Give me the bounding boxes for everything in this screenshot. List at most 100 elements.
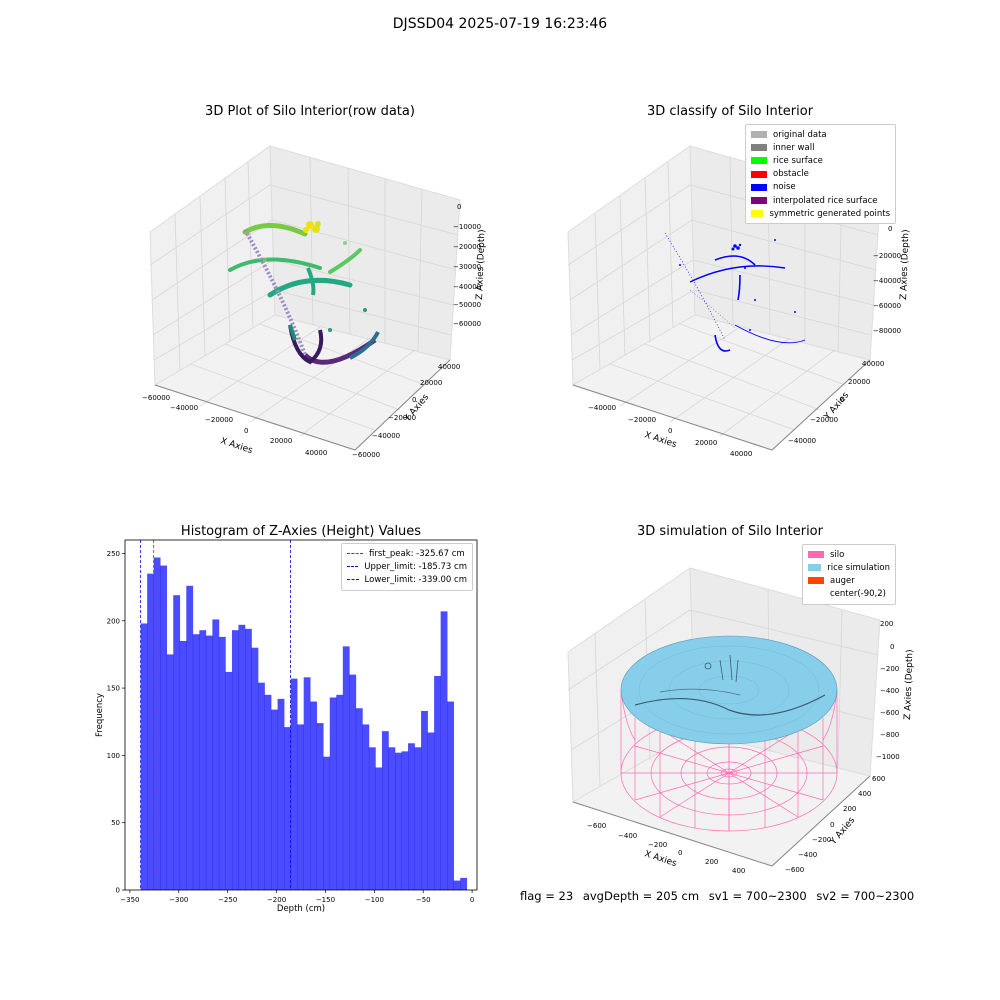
svg-text:−400: −400 (798, 851, 817, 859)
legend-swatch (751, 144, 767, 152)
x-tick-label: −50 (416, 896, 431, 904)
histogram-bar (362, 724, 370, 890)
simulation-zlabel: Z Axies (Depth) (903, 649, 915, 720)
histogram-bar (394, 752, 402, 890)
y-tick-label: 50 (111, 819, 120, 827)
histogram-bar (310, 701, 318, 890)
classify-3d-title: 3D classify of Silo Interior (646, 104, 814, 119)
legend-swatch (751, 157, 767, 165)
histogram-bar (160, 565, 168, 890)
sv1-value: sv1 = 700~2300 (708, 889, 807, 903)
legend-item: auger (808, 574, 890, 587)
classify-3d-panel: 3D classify of Silo Interior (540, 100, 920, 480)
svg-text:−60000: −60000 (352, 451, 380, 459)
classify-xticks: −40000 −20000 0 20000 40000 (588, 404, 752, 458)
simulation-xlabel: X Axies (643, 849, 678, 869)
legend-swatch (808, 591, 824, 598)
svg-text:40000: 40000 (305, 449, 327, 457)
sv2-value: sv2 = 700~2300 (816, 889, 915, 903)
status-footer: flag = 23 avgDepth = 205 cm sv1 = 700~23… (520, 889, 920, 903)
histogram-bar (316, 723, 324, 890)
histogram-bar (147, 573, 154, 890)
svg-text:−30000: −30000 (453, 263, 481, 271)
histogram-bar (218, 636, 226, 890)
svg-text:−20000: −20000 (628, 416, 656, 424)
histogram-bar (173, 595, 181, 890)
legend-item: Upper_limit: -185.73 cm (347, 560, 467, 573)
raw-symmetric-cluster (303, 221, 321, 233)
raw-xticks: −60000 −40000 −20000 0 20000 40000 (142, 394, 327, 457)
histogram-bar (440, 611, 448, 890)
histogram-bar (225, 671, 233, 890)
legend-swatch (808, 577, 824, 585)
rice-surface (620, 635, 838, 745)
legend-line (347, 553, 363, 555)
svg-text:0: 0 (457, 203, 461, 211)
figure-title: DJSSD04 2025-07-19 16:23:46 (392, 16, 608, 32)
histogram-bar (166, 654, 174, 890)
svg-text:−20000: −20000 (453, 243, 481, 251)
svg-text:20000: 20000 (270, 437, 292, 445)
simulation-3d-panel: 3D simulation of Silo Interior (540, 520, 920, 880)
histogram-bar (375, 767, 383, 890)
histogram-bar (290, 678, 298, 890)
simulation-yticks: −600 −400 −200 0 200 400 600 (785, 775, 885, 874)
svg-text:−1000: −1000 (876, 753, 900, 761)
histogram-bar (421, 710, 428, 890)
histogram-bar (212, 619, 220, 890)
svg-text:−600: −600 (785, 866, 804, 874)
histogram-bar (205, 635, 213, 890)
classify-zlabel: Z Axies (Depth) (899, 229, 911, 300)
histogram-bar (447, 701, 454, 890)
svg-text:40000: 40000 (862, 360, 884, 368)
legend-item: rice surface (751, 154, 890, 167)
legend-line (347, 579, 359, 581)
simulation-zticks: 200 0 −200 −400 −600 −800 −1000 (876, 620, 900, 761)
raw-zticks: 0 −10000 −20000 −30000 −40000 −50000 −60… (453, 203, 481, 328)
svg-text:−800: −800 (880, 731, 899, 739)
x-tick-label: −300 (169, 896, 188, 904)
svg-text:−40000: −40000 (453, 283, 481, 291)
legend-swatch (751, 131, 767, 139)
raw-zlabel: Z Axies (Depth) (475, 229, 487, 300)
svg-text:−20000: −20000 (205, 416, 233, 424)
classify-noise-cluster (679, 239, 796, 331)
legend-swatch (751, 197, 767, 205)
histogram-bar (231, 630, 239, 890)
svg-text:−200: −200 (648, 841, 667, 849)
histogram-frame (124, 539, 478, 891)
legend-item: noise (751, 181, 890, 194)
svg-text:0: 0 (890, 643, 894, 651)
x-tick-label: −200 (267, 896, 286, 904)
histogram-bar (186, 585, 194, 890)
histogram-bar (192, 634, 200, 890)
y-tick-label: 250 (107, 550, 120, 558)
legend-item: center(-90,2) (808, 588, 890, 601)
simulation-legend: silo rice simulation auger center(-90,2) (802, 544, 896, 605)
svg-text:−50000: −50000 (453, 301, 481, 309)
svg-text:200: 200 (705, 858, 718, 866)
histogram-bar (199, 630, 207, 890)
x-tick-label: −100 (365, 896, 384, 904)
classify-xlabel: X Axies (643, 430, 678, 450)
histogram-bar (277, 698, 285, 890)
svg-text:600: 600 (872, 775, 885, 783)
svg-text:−40000: −40000 (170, 404, 198, 412)
x-tick-label: −350 (120, 896, 139, 904)
histogram-bar (153, 557, 161, 890)
svg-text:40000: 40000 (730, 450, 752, 458)
simulation-3d-axes: −600 −400 −200 0 200 400 X Axies −600 −4… (567, 567, 915, 875)
svg-text:40000: 40000 (438, 363, 460, 371)
legend-swatch (751, 210, 764, 218)
histogram-bar (251, 647, 259, 890)
svg-text:−20000: −20000 (388, 414, 416, 422)
histogram-bar (342, 646, 350, 890)
histogram-bar (297, 724, 304, 890)
x-tick-label: −150 (316, 896, 335, 904)
histogram-bar (434, 675, 441, 890)
histogram-bar (140, 623, 148, 890)
svg-text:−40000: −40000 (788, 437, 816, 445)
histogram-bar (323, 756, 331, 890)
svg-text:−40000: −40000 (873, 277, 901, 285)
raw-grid (149, 156, 459, 437)
